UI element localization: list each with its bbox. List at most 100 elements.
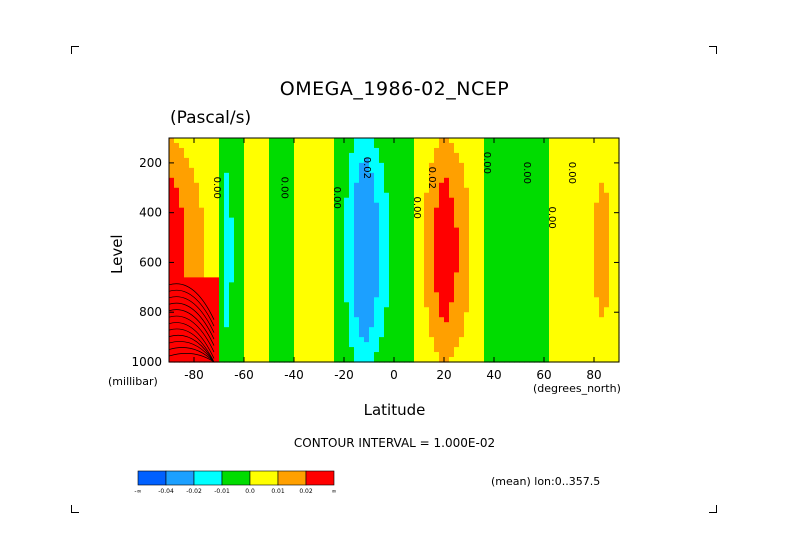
heatmap-cell <box>464 357 470 363</box>
heatmap-cell <box>219 317 225 323</box>
heatmap-cell <box>464 287 470 293</box>
heatmap-cell <box>464 317 470 323</box>
heatmap-cell <box>499 142 505 149</box>
heatmap-cell <box>249 342 255 348</box>
heatmap-cell <box>209 217 215 224</box>
heatmap-cell <box>579 222 585 229</box>
heatmap-cell <box>374 232 380 239</box>
heatmap-cell <box>244 257 250 264</box>
heatmap-cell <box>194 312 200 318</box>
heatmap-cell <box>334 297 340 303</box>
heatmap-cell <box>479 237 485 244</box>
heatmap-cell <box>494 138 500 144</box>
heatmap-cell <box>169 187 175 194</box>
heatmap-cell <box>479 217 485 224</box>
heatmap-cell <box>529 252 535 259</box>
heatmap-cell <box>509 147 515 154</box>
heatmap-cell <box>379 232 385 239</box>
heatmap-cell <box>249 162 255 169</box>
heatmap-cell <box>519 232 525 239</box>
heatmap-cell <box>344 337 350 343</box>
heatmap-cell <box>494 227 500 234</box>
heatmap-cell <box>599 267 605 273</box>
heatmap-cell <box>599 322 605 328</box>
heatmap-cell <box>219 172 225 179</box>
heatmap-cell <box>499 172 505 179</box>
heatmap-cell <box>384 157 390 164</box>
heatmap-cell <box>239 167 245 174</box>
heatmap-cell <box>289 177 295 184</box>
heatmap-cell <box>339 202 345 209</box>
heatmap-cell <box>319 267 325 273</box>
heatmap-cell <box>194 357 200 363</box>
heatmap-cell <box>339 157 345 164</box>
heatmap-cell <box>169 147 175 154</box>
heatmap-cell <box>324 292 330 298</box>
heatmap-cell <box>489 252 495 259</box>
heatmap-cell <box>484 237 490 244</box>
heatmap-cell <box>569 322 575 328</box>
heatmap-cell <box>294 267 300 273</box>
heatmap-cell <box>429 332 435 338</box>
heatmap-cell <box>314 297 320 303</box>
heatmap-cell <box>429 212 435 219</box>
heatmap-cell <box>529 207 535 214</box>
heatmap-cell <box>384 247 390 254</box>
heatmap-cell <box>294 342 300 348</box>
heatmap-cell <box>464 192 470 199</box>
heatmap-cell <box>239 272 245 278</box>
heatmap-cell <box>284 302 290 308</box>
heatmap-cell <box>329 312 335 318</box>
heatmap-cell <box>479 292 485 298</box>
heatmap-cell <box>514 292 520 298</box>
heatmap-cell <box>444 167 450 174</box>
heatmap-cell <box>519 332 525 338</box>
heatmap-cell <box>429 337 435 343</box>
heatmap-cell <box>494 292 500 298</box>
heatmap-cell <box>604 322 610 328</box>
heatmap-cell <box>404 247 410 254</box>
heatmap-cell <box>459 232 465 239</box>
heatmap-cell <box>169 357 175 363</box>
heatmap-cell <box>424 177 430 184</box>
heatmap-cell <box>334 187 340 194</box>
heatmap-cell <box>274 242 280 249</box>
heatmap-cell <box>394 202 400 209</box>
heatmap-cell <box>229 242 235 249</box>
heatmap-cell <box>289 287 295 293</box>
heatmap-cell <box>199 162 205 169</box>
heatmap-cell <box>574 172 580 179</box>
heatmap-cell <box>599 292 605 298</box>
heatmap-cell <box>179 187 185 194</box>
heatmap-cell <box>484 252 490 259</box>
heatmap-cell <box>359 167 365 174</box>
heatmap-cell <box>609 277 615 283</box>
heatmap-cell <box>549 297 555 303</box>
heatmap-cell <box>259 357 265 363</box>
heatmap-cell <box>289 192 295 199</box>
heatmap-cell <box>459 138 465 144</box>
heatmap-cell <box>449 252 455 259</box>
heatmap-cell <box>204 202 210 209</box>
heatmap-cell <box>329 157 335 164</box>
heatmap-cell <box>314 327 320 333</box>
heatmap-cell <box>449 232 455 239</box>
heatmap-cell <box>394 207 400 214</box>
heatmap-cell <box>364 337 370 343</box>
heatmap-cell <box>239 162 245 169</box>
heatmap-cell <box>484 182 490 189</box>
heatmap-cell <box>474 202 480 209</box>
heatmap-cell <box>349 197 355 204</box>
heatmap-cell <box>549 167 555 174</box>
heatmap-cell <box>334 142 340 149</box>
heatmap-cell <box>449 327 455 333</box>
heatmap-cell <box>254 357 260 363</box>
heatmap-cell <box>254 147 260 154</box>
heatmap-cell <box>604 242 610 249</box>
heatmap-cell <box>529 222 535 229</box>
heatmap-cell <box>279 247 285 254</box>
heatmap-cell <box>254 232 260 239</box>
heatmap-cell <box>519 187 525 194</box>
heatmap-cell <box>404 212 410 219</box>
heatmap-cell <box>544 332 550 338</box>
